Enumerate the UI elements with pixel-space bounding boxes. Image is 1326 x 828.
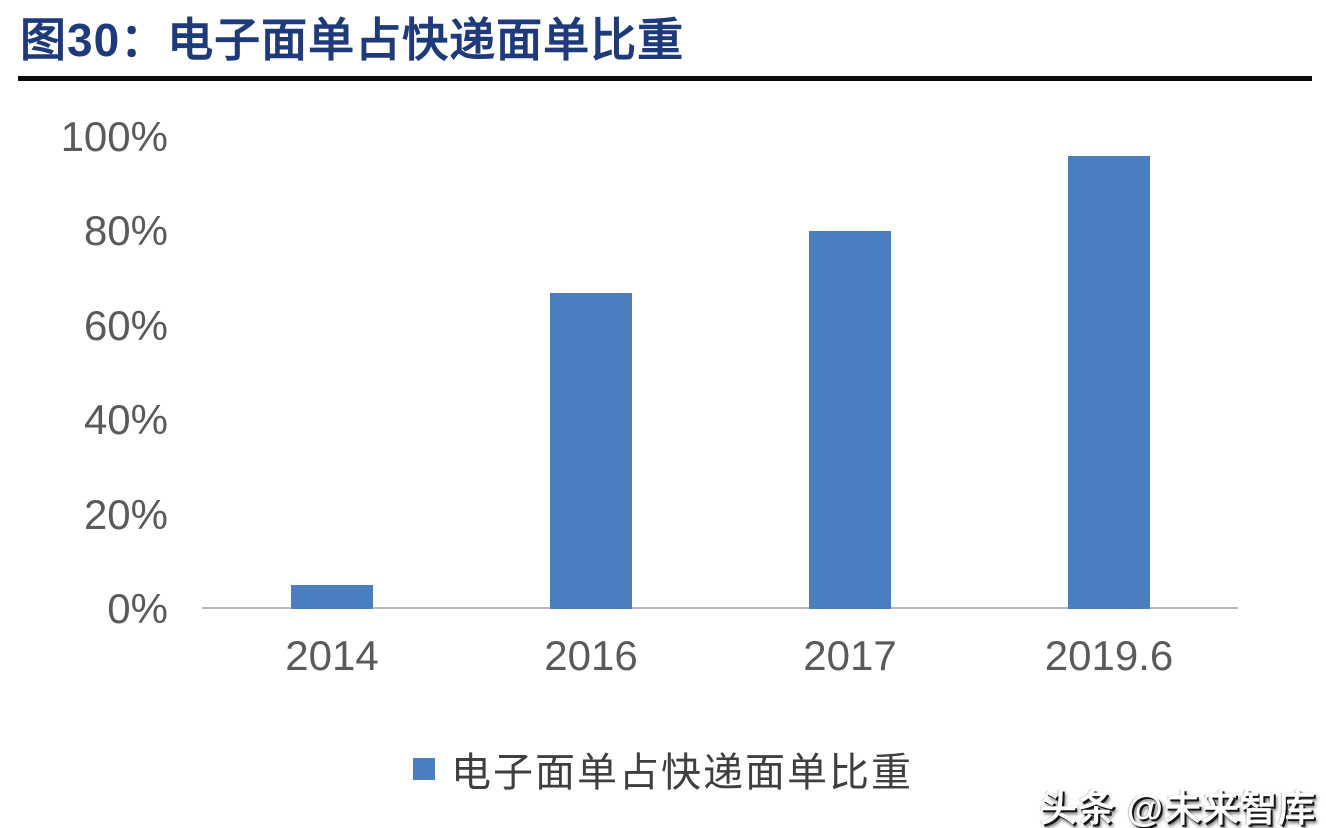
y-tick-label-40: 40% <box>83 396 168 444</box>
legend-label: 电子面单占快递面单比重 <box>451 750 913 795</box>
bar-2014 <box>291 585 373 609</box>
x-tick-label-2019.6: 2019.6 <box>1044 632 1174 679</box>
y-tick-label-60: 60% <box>83 301 168 349</box>
figure-title: 图30：电子面单占快递面单比重 <box>20 14 685 66</box>
y-tick-label-20: 20% <box>83 490 168 538</box>
title-underline <box>18 76 1312 81</box>
y-tick-label-80: 80% <box>83 207 168 255</box>
bar-2017 <box>809 231 891 609</box>
bar-2019.6 <box>1068 156 1150 609</box>
y-tick-label-100: 100% <box>60 113 168 160</box>
legend-swatch-icon <box>413 758 435 780</box>
x-tick-label-2014: 2014 <box>285 632 379 679</box>
x-tick-label-2016: 2016 <box>544 632 638 679</box>
x-tick-label-2017: 2017 <box>803 632 897 679</box>
y-tick-label-0: 0% <box>107 585 168 632</box>
legend: 电子面单占快递面单比重 <box>0 740 1326 798</box>
watermark: 头条 @未来智库 <box>1039 788 1316 828</box>
x-axis-line <box>202 607 1238 609</box>
bar-2016 <box>550 293 632 609</box>
